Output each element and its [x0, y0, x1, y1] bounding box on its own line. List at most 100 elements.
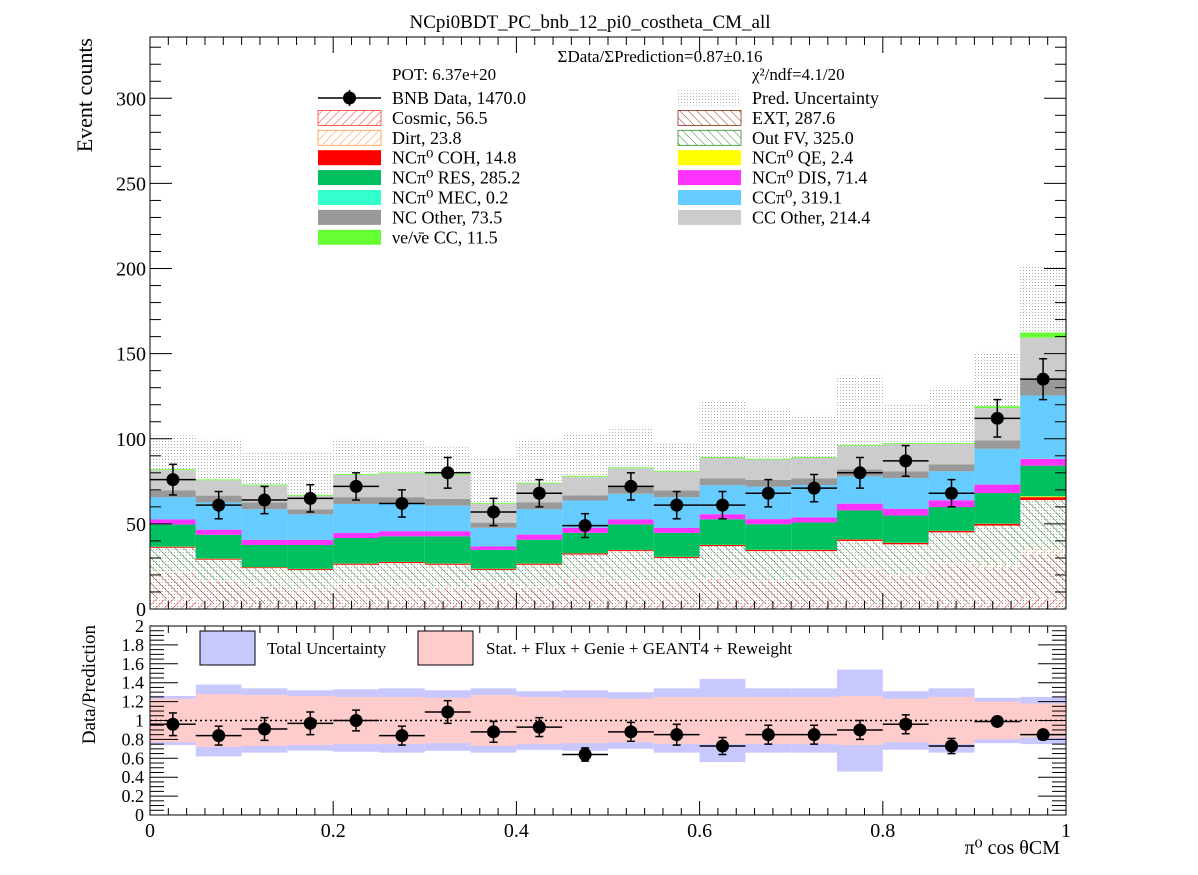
data-point [166, 473, 180, 487]
data-point [945, 486, 958, 500]
nue_cc-bar [562, 475, 608, 477]
ratio-summary-annotation: ΣData/ΣPrediction=0.87±0.16 [558, 47, 763, 66]
legend-swatch-nc_other [318, 209, 381, 225]
ratio-point [487, 725, 500, 739]
ncpi0_res-bar [745, 524, 792, 550]
nc_other-bar [974, 440, 1021, 449]
ext-bar [333, 585, 379, 604]
ext-bar [974, 568, 1021, 604]
ccpi0-bar [333, 503, 379, 533]
cosmic-bar [837, 603, 883, 609]
bottom-y-tick-label: 1.6 [122, 654, 145, 674]
nc_other-bar [562, 495, 608, 501]
cosmic-bar [928, 603, 975, 609]
data-point [1036, 372, 1050, 386]
outfv-bar [791, 551, 837, 581]
cosmic-bar [608, 603, 654, 609]
ncpi0_coh-bar [882, 542, 929, 545]
outfv-bar [974, 525, 1021, 565]
ncpi0_dis-bar [974, 484, 1021, 494]
nc_other-bar [424, 498, 471, 506]
legend-label-ext: EXT, 287.6 [752, 108, 835, 128]
top-plot: 0 50 100 150 200 250 300 [116, 36, 1067, 621]
cosmic-bar [470, 603, 517, 609]
ncpi0_coh-bar [516, 563, 563, 565]
cosmic-bar [791, 603, 837, 609]
ncpi0_coh-bar [837, 539, 883, 541]
cosmic-bar [150, 598, 196, 609]
cosmic-bar [195, 602, 242, 609]
ncpi0_res-bar [653, 532, 700, 557]
nc_other-bar [699, 478, 746, 486]
bottom-y-tick-label: 0.2 [122, 786, 145, 806]
ratio-point [532, 720, 546, 734]
data-point [349, 479, 363, 493]
ccpi0-bar [470, 527, 517, 547]
ncpi0_dis-bar [424, 531, 471, 537]
cosmic-bar [1020, 598, 1066, 609]
bottom-legend-label-stat_unc: Stat. + Flux + Genie + GEANT4 + Reweight [486, 639, 792, 658]
data-point [487, 505, 500, 519]
data-point [395, 496, 409, 510]
ncpi0_coh-bar [333, 563, 379, 565]
bottom-x-tick-label: 0.2 [321, 820, 346, 842]
outfv-bar [195, 559, 242, 581]
top-y-tick-label: 150 [116, 344, 146, 366]
chart-title: NCpi0BDT_PC_bnb_12_pi0_costheta_CM_all [410, 12, 771, 33]
outfv-bar [424, 564, 471, 587]
ncpi0_res-bar [516, 539, 563, 564]
ccpi0-bar [974, 448, 1021, 485]
dirt-bar [287, 588, 334, 591]
ncpi0_coh-bar [424, 563, 471, 565]
ratio-point [990, 714, 1004, 728]
ncpi0_coh-bar [1020, 497, 1066, 501]
ncpi0_coh-bar [379, 562, 425, 564]
ccpi0-bar [287, 514, 334, 540]
ratio-point [166, 717, 180, 731]
ratio-point [853, 723, 867, 737]
bottom-legend-swatch-stat_unc [417, 630, 474, 666]
ncpi0_res-bar [379, 536, 425, 562]
ncpi0_dis-bar [241, 539, 288, 545]
legend-data-marker [343, 91, 356, 105]
ncpi0_dis-bar [195, 529, 242, 535]
outfv-bar [608, 551, 654, 581]
bottom-x-tick-label: 0.4 [504, 820, 529, 842]
ncpi0_coh-bar [287, 568, 334, 570]
legend-swatch-ncpi0_coh [318, 150, 381, 166]
bottom-y-tick-label: 0 [135, 805, 144, 825]
cosmic-bar [745, 603, 792, 609]
ncpi0_dis-bar [791, 517, 837, 523]
ext-bar [608, 581, 654, 604]
legend-label-cosmic: Cosmic, 56.5 [392, 108, 488, 128]
ncpi0_dis-bar [745, 519, 792, 525]
top-y-tick-label: 300 [116, 88, 146, 110]
dirt-bar [653, 580, 700, 582]
ncpi0_dis-bar [470, 546, 517, 550]
bottom-legend-label-total_unc: Total Uncertainty [267, 639, 387, 658]
data-point [807, 481, 821, 495]
ext-bar [882, 576, 929, 604]
cc_other-bar [195, 480, 242, 496]
legend-swatch-ncpi0_res [318, 170, 381, 186]
legend-label-ncpi0_res: NCπ⁰ RES, 285.2 [392, 168, 520, 188]
data-point [578, 519, 592, 533]
legend-label-cc_other: CC Other, 214.4 [752, 207, 870, 227]
ncpi0_res-bar [287, 544, 334, 569]
ncpi0_coh-bar [195, 558, 242, 560]
ncpi0_coh-bar [745, 549, 792, 552]
ratio-point [1036, 728, 1050, 742]
dirt-bar [470, 581, 517, 584]
ncpi0_res-bar [333, 538, 379, 564]
legend-label-ncpi0_coh: NCπ⁰ COH, 14.8 [392, 148, 516, 168]
data-point [258, 493, 271, 507]
cc_other-bar [699, 457, 746, 479]
outfv-bar [287, 569, 334, 589]
ncpi0_res-bar [882, 515, 929, 543]
outfv-bar [562, 554, 608, 579]
ratio-point [578, 748, 592, 762]
ratio-point [349, 714, 363, 727]
outfv-bar [837, 540, 883, 569]
ncpi0_dis-bar [516, 534, 563, 540]
bottom-y-tick-label: 0.8 [122, 729, 145, 749]
